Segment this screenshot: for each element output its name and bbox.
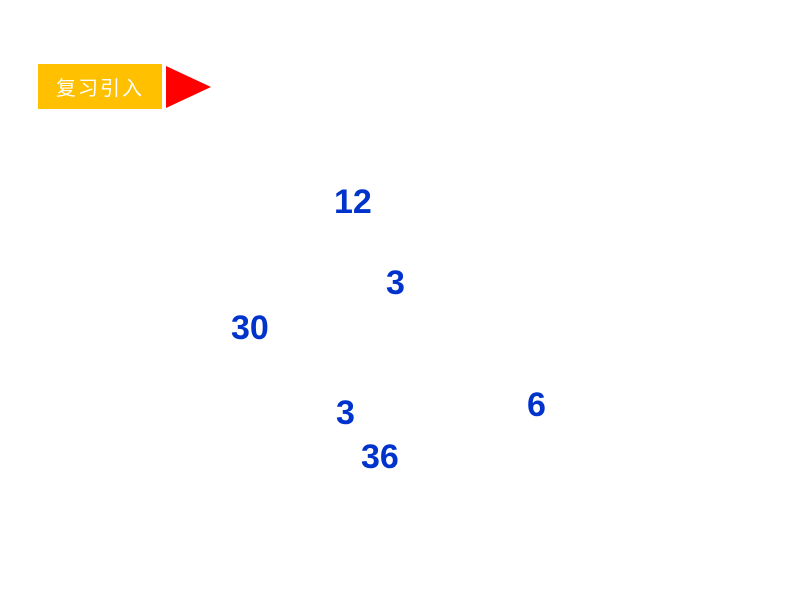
number-36: 36 [361, 438, 399, 477]
number-6: 6 [527, 386, 546, 425]
section-label-text: 复习引入 [38, 64, 162, 109]
section-label: 复习引入 [38, 64, 211, 109]
number-30: 30 [231, 309, 269, 348]
arrow-right-icon [166, 66, 211, 108]
number-3b: 3 [336, 394, 355, 433]
number-12: 12 [334, 183, 372, 222]
number-3a: 3 [386, 264, 405, 303]
